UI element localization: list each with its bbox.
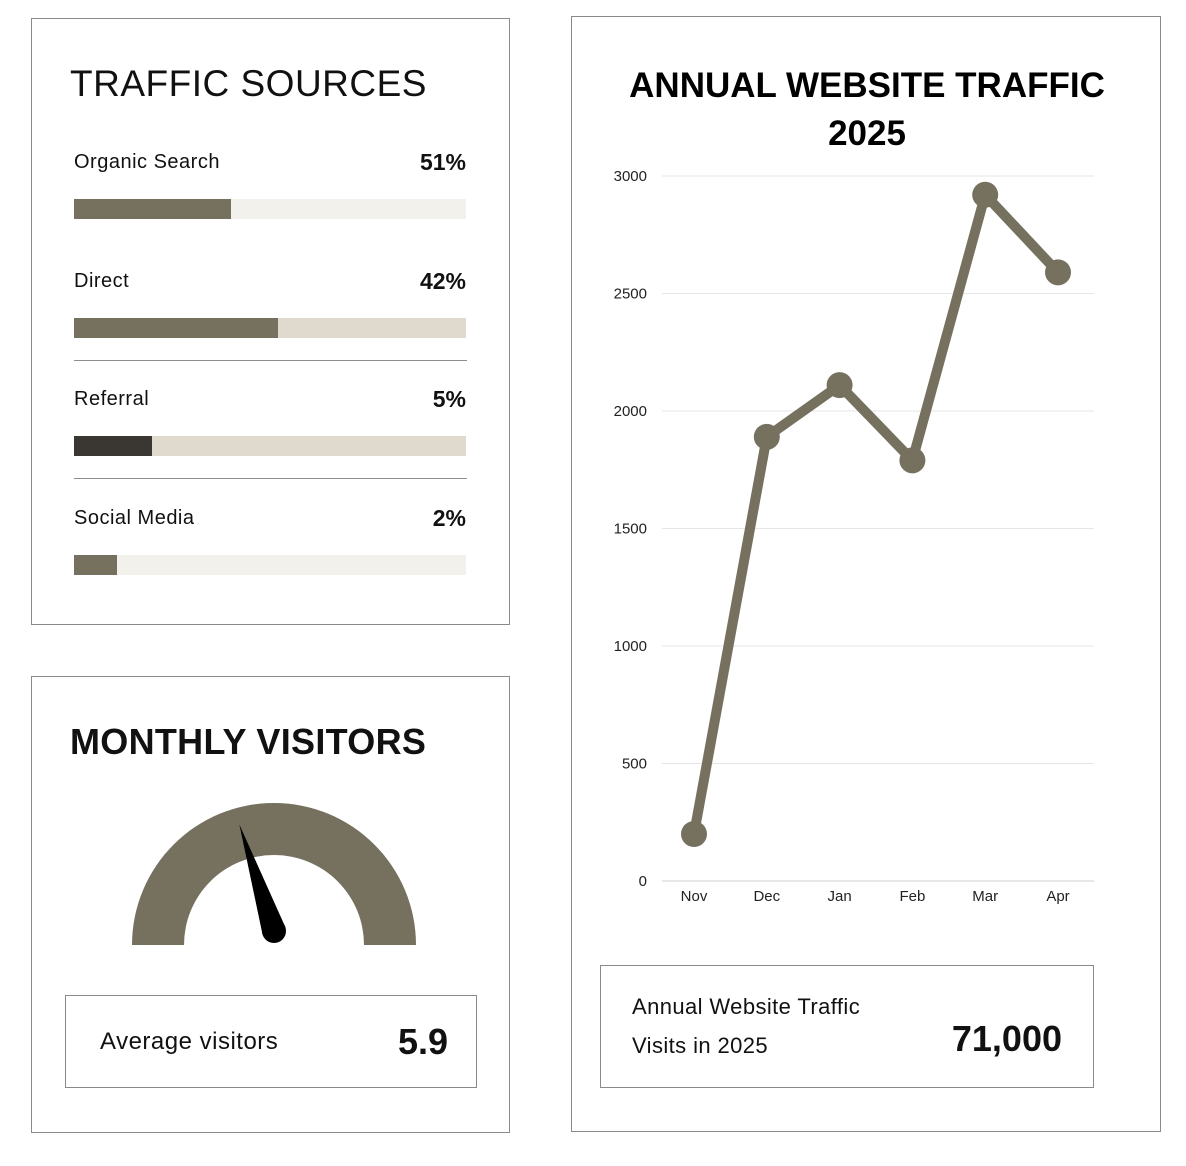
- line-chart: 0 500 1000 1500 2000 2500 3000 Nov Dec Jan Feb Mar A…: [614, 168, 1094, 905]
- source-label: Social Media: [74, 507, 195, 529]
- average-visitors-box: Average visitors 5.9: [65, 995, 477, 1088]
- source-progress-fill: [74, 199, 231, 219]
- annual-traffic-stat-box: Annual Website Traffic Visits in 2025 71…: [600, 965, 1094, 1088]
- stat-value: 71,000: [951, 1018, 1062, 1059]
- source-percent: 5%: [432, 386, 466, 412]
- gauge-arc: [132, 803, 416, 945]
- x-tick-label: Mar: [972, 888, 998, 905]
- y-tick-label: 2000: [614, 403, 647, 420]
- source-label: Direct: [74, 270, 130, 292]
- visitors-gauge: [132, 803, 416, 945]
- source-progress-track: [74, 318, 466, 338]
- monthly-visitors-panel: MONTHLY VISITORS Average visitors 5.9: [31, 676, 510, 1133]
- divider: [74, 360, 467, 361]
- chart-title: ANNUAL WEBSITE TRAFFIC 2025: [572, 62, 1162, 158]
- source-progress-fill: [74, 555, 118, 575]
- y-tick-label: 2500: [614, 286, 647, 303]
- data-point: [826, 372, 853, 399]
- stat-label-line-2: Visits in 2025: [632, 1033, 769, 1058]
- annual-traffic-panel: ANNUAL WEBSITE TRAFFIC 2025 0 500 1000 1500…: [571, 16, 1161, 1132]
- stat-label-line-1: Annual Website Traffic: [632, 994, 861, 1019]
- data-point: [972, 181, 999, 208]
- source-progress-track: [74, 436, 466, 456]
- x-tick-label: Dec: [753, 888, 780, 905]
- traffic-sources-title: TRAFFIC SOURCES: [70, 63, 427, 104]
- source-progress-track: [74, 199, 466, 219]
- x-tick-label: Jan: [828, 888, 852, 905]
- source-row-direct: Direct 42%: [74, 268, 466, 350]
- series-line: [689, 189, 1063, 839]
- divider: [74, 478, 467, 479]
- average-visitors-label: Average visitors: [100, 1028, 279, 1055]
- x-tick-label: Apr: [1046, 888, 1069, 905]
- chart-title-line-2: 2025: [828, 114, 906, 153]
- data-point: [899, 447, 926, 474]
- source-progress-track: [74, 555, 466, 575]
- y-tick-label: 1500: [614, 521, 647, 538]
- y-tick-label: 0: [639, 873, 647, 890]
- source-label: Referral: [74, 388, 150, 410]
- traffic-sources-panel: TRAFFIC SOURCES Organic Search 51% Direc…: [31, 18, 510, 625]
- average-visitors-value: 5.9: [397, 1021, 448, 1062]
- x-tick-label: Feb: [899, 888, 925, 905]
- source-row-social-media: Social Media 2%: [74, 505, 466, 587]
- data-point: [681, 821, 707, 847]
- source-label: Organic Search: [74, 151, 220, 173]
- gauge-hub: [262, 919, 286, 943]
- y-tick-label: 1000: [614, 638, 647, 655]
- source-percent: 42%: [419, 268, 466, 294]
- source-row-referral: Referral 5%: [74, 386, 466, 468]
- data-point: [1045, 259, 1071, 286]
- source-progress-fill: [74, 436, 153, 456]
- source-percent: 2%: [432, 505, 466, 531]
- y-tick-label: 3000: [614, 168, 647, 185]
- source-row-organic-search: Organic Search 51%: [74, 149, 466, 231]
- source-percent: 51%: [419, 149, 466, 175]
- x-tick-label: Nov: [681, 888, 708, 905]
- source-progress-fill: [74, 318, 278, 338]
- chart-title-line-1: ANNUAL WEBSITE TRAFFIC: [629, 66, 1105, 105]
- gauge-needle-icon: [239, 824, 286, 935]
- monthly-visitors-title: MONTHLY VISITORS: [70, 721, 427, 762]
- data-point: [753, 423, 780, 450]
- y-tick-label: 500: [622, 756, 647, 773]
